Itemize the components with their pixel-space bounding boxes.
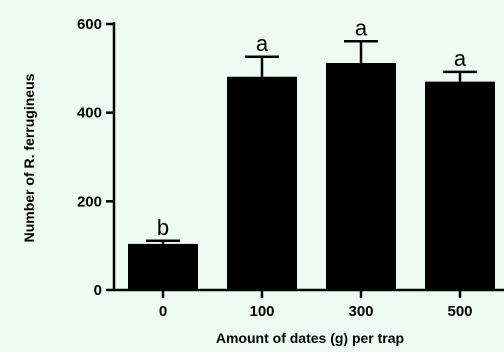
y-axis-title: Number of R. ferrugineus (21, 73, 37, 242)
bar-300 (326, 63, 396, 290)
x-tick-label: 500 (447, 303, 472, 320)
bar-100 (227, 76, 297, 290)
x-tick-label: 0 (159, 303, 167, 320)
significance-letter: a (256, 31, 269, 56)
y-tick-label: 0 (94, 282, 102, 299)
x-axis-title: Amount of dates (g) per trap (216, 330, 404, 346)
bar-500 (425, 81, 495, 290)
x-tick-label: 300 (348, 303, 373, 320)
x-tick-label: 100 (249, 303, 274, 320)
y-tick-label: 400 (77, 105, 102, 122)
significance-letter: a (355, 15, 368, 40)
y-tick-label: 200 (77, 193, 102, 210)
significance-letter: b (157, 215, 169, 240)
bar-0 (128, 243, 198, 290)
significance-letter: a (454, 46, 467, 71)
y-tick-label: 600 (77, 16, 102, 33)
